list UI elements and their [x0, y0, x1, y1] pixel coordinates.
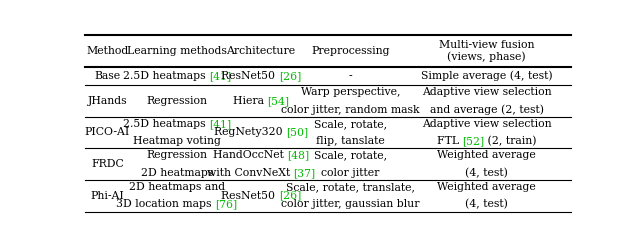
Text: [26]: [26] — [278, 191, 301, 201]
Text: 3D location maps: 3D location maps — [116, 199, 215, 209]
Text: Phi-AI: Phi-AI — [90, 191, 124, 201]
Text: flip, tanslate: flip, tanslate — [316, 136, 385, 146]
Text: with ConvNeXt: with ConvNeXt — [207, 168, 293, 178]
Text: Adaptive view selection: Adaptive view selection — [422, 119, 552, 129]
Text: Weighted average: Weighted average — [437, 150, 536, 160]
Text: -: - — [349, 71, 352, 81]
Text: RegNety320: RegNety320 — [214, 127, 286, 137]
Text: [26]: [26] — [278, 71, 301, 81]
Text: (2, train): (2, train) — [484, 136, 537, 146]
Text: Hiera: Hiera — [233, 96, 268, 106]
Text: JHands: JHands — [88, 96, 127, 106]
Text: [52]: [52] — [462, 136, 484, 146]
Text: [48]: [48] — [287, 150, 309, 160]
Text: and average (2, test): and average (2, test) — [429, 104, 544, 115]
Text: Simple average (4, test): Simple average (4, test) — [421, 71, 552, 81]
Text: 2D heatmaps and: 2D heatmaps and — [129, 182, 225, 192]
Text: Scale, rotate,: Scale, rotate, — [314, 150, 387, 160]
Text: (4, test): (4, test) — [465, 168, 508, 178]
Text: FTL: FTL — [436, 136, 462, 146]
Text: HandOccNet: HandOccNet — [212, 150, 287, 160]
Text: 2D heatmaps: 2D heatmaps — [141, 168, 213, 178]
Text: 2.5D heatmaps: 2.5D heatmaps — [123, 119, 209, 129]
Text: PICO-AI: PICO-AI — [84, 127, 130, 137]
Text: 2.5D heatmaps: 2.5D heatmaps — [123, 71, 209, 81]
Text: [41]: [41] — [209, 119, 231, 129]
Text: FRDC: FRDC — [91, 159, 124, 169]
Text: Method: Method — [86, 46, 129, 56]
Text: Scale, rotate,: Scale, rotate, — [314, 119, 387, 129]
Text: Scale, rotate, translate,: Scale, rotate, translate, — [286, 182, 415, 192]
Text: (4, test): (4, test) — [465, 199, 508, 210]
Text: Learning methods: Learning methods — [127, 46, 227, 56]
Text: color jitter: color jitter — [321, 168, 380, 178]
Text: Base: Base — [94, 71, 120, 81]
Text: [54]: [54] — [268, 96, 289, 106]
Text: ResNet50: ResNet50 — [221, 191, 278, 201]
Text: Preprocessing: Preprocessing — [311, 46, 390, 56]
Text: [50]: [50] — [286, 127, 308, 137]
Text: color jitter, random mask: color jitter, random mask — [281, 104, 420, 114]
Text: ResNet50: ResNet50 — [221, 71, 278, 81]
Text: [37]: [37] — [293, 168, 316, 178]
Text: [41]: [41] — [209, 71, 231, 81]
Text: Architecture: Architecture — [227, 46, 296, 56]
Text: Regression: Regression — [146, 150, 207, 160]
Text: Regression: Regression — [146, 96, 207, 106]
Text: color jitter, gaussian blur: color jitter, gaussian blur — [281, 199, 420, 209]
Text: Weighted average: Weighted average — [437, 182, 536, 192]
Text: [76]: [76] — [215, 199, 237, 209]
Text: Warp perspective,: Warp perspective, — [301, 87, 400, 97]
Text: Heatmap voting: Heatmap voting — [132, 136, 221, 146]
Text: Adaptive view selection: Adaptive view selection — [422, 87, 552, 97]
Text: Multi-view fusion
(views, phase): Multi-view fusion (views, phase) — [439, 40, 534, 62]
